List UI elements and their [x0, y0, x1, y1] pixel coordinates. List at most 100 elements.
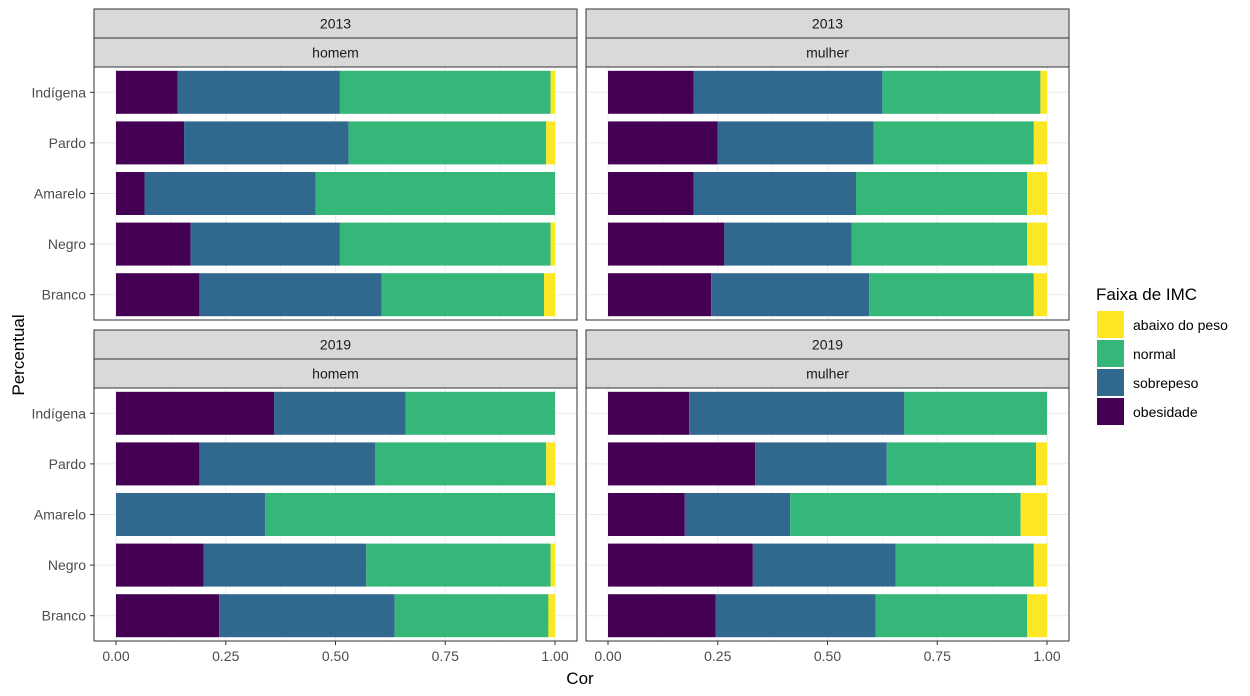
legend-key-obesidade — [1097, 398, 1124, 425]
bar-obesidade-Pardo — [608, 121, 718, 165]
bar-sobrepeso-Pardo — [755, 442, 887, 486]
x-tick-label: 1.00 — [541, 648, 568, 664]
bar-obesidade-Pardo — [608, 442, 756, 486]
legend-label-abaixo-do-peso: abaixo do peso — [1133, 317, 1228, 333]
bar-normal-Amarelo — [315, 172, 555, 215]
panel-border — [585, 66, 1070, 321]
bar-obesidade-Indígena — [116, 70, 178, 114]
facet-panel-2013-homem: 2013 homem Indígena Pardo Amarelo Negro Branco — [32, 8, 578, 321]
bar-obesidade-Amarelo — [608, 493, 685, 536]
bar-abaixo-do-peso-Branco — [1027, 594, 1047, 638]
bar-normal-Branco — [869, 273, 1034, 317]
bar-sobrepeso-Negro — [203, 543, 367, 587]
bar-sobrepeso-Negro — [752, 543, 896, 587]
bar-normal-Pardo — [873, 121, 1034, 165]
y-tick-label: Indígena — [32, 84, 87, 100]
bar-abaixo-do-peso-Negro — [1027, 222, 1047, 266]
bar-sobrepeso-Amarelo — [116, 493, 266, 536]
facet-strip-year — [585, 329, 1070, 360]
bar-normal-Negro — [366, 543, 551, 587]
bar-obesidade-Branco — [608, 594, 716, 638]
bar-sobrepeso-Pardo — [184, 121, 349, 165]
bar-obesidade-Indígena — [608, 70, 694, 114]
bar-abaixo-do-peso-Pardo — [546, 121, 555, 165]
x-tick-label: 0.75 — [432, 648, 459, 664]
x-tick-label: 0.50 — [814, 648, 841, 664]
bar-sobrepeso-Branco — [715, 594, 876, 638]
bar-abaixo-do-peso-Indígena — [550, 70, 555, 114]
y-tick-label: Branco — [42, 608, 87, 624]
bar-sobrepeso-Branco — [199, 273, 382, 317]
y-tick-label: Negro — [48, 236, 86, 252]
y-tick-label: Amarelo — [34, 186, 86, 202]
x-tick-label: 0.25 — [704, 648, 731, 664]
facet-strip-sex — [93, 358, 578, 389]
bar-obesidade-Branco — [116, 273, 200, 317]
bar-normal-Indígena — [904, 391, 1047, 435]
bar-sobrepeso-Pardo — [717, 121, 874, 165]
y-axis-title: Percentual — [9, 314, 28, 395]
facet-strip-sex — [93, 37, 578, 68]
bar-normal-Pardo — [375, 442, 547, 486]
bar-sobrepeso-Amarelo — [693, 172, 857, 215]
bar-normal-Branco — [381, 273, 545, 317]
facet-strip-sex-label: mulher — [806, 366, 849, 382]
bar-normal-Indígena — [882, 70, 1041, 114]
bar-sobrepeso-Negro — [190, 222, 340, 266]
bar-sobrepeso-Indígena — [274, 391, 406, 435]
bar-obesidade-Negro — [608, 222, 725, 266]
x-tick-label: 0.00 — [594, 648, 621, 664]
bar-normal-Pardo — [886, 442, 1037, 486]
bar-abaixo-do-peso-Branco — [1033, 273, 1047, 317]
bar-obesidade-Negro — [116, 543, 204, 587]
bar-abaixo-do-peso-Amarelo — [1027, 172, 1047, 215]
bar-obesidade-Branco — [116, 594, 220, 638]
legend-key-abaixo-do-peso — [1097, 311, 1124, 338]
bar-obesidade-Amarelo — [116, 172, 145, 215]
legend-key-sobrepeso — [1097, 369, 1124, 396]
bar-sobrepeso-Negro — [724, 222, 852, 266]
y-tick-label: Branco — [42, 287, 87, 303]
bar-obesidade-Amarelo — [608, 172, 694, 215]
bar-sobrepeso-Indígena — [693, 70, 883, 114]
facet-panel-2019-homem: 2019 homem Indígena Pardo Amarelo Negro Branco… — [32, 329, 578, 664]
y-tick-label: Pardo — [49, 456, 87, 472]
bar-sobrepeso-Indígena — [177, 70, 340, 114]
legend-key-normal — [1097, 340, 1124, 367]
bar-obesidade-Indígena — [116, 391, 275, 435]
bar-sobrepeso-Branco — [219, 594, 395, 638]
facet-strip-sex — [585, 37, 1070, 68]
facet-strip-sex — [585, 358, 1070, 389]
bar-normal-Amarelo — [856, 172, 1028, 215]
bar-abaixo-do-peso-Amarelo — [1020, 493, 1047, 536]
legend-label-normal: normal — [1133, 346, 1176, 362]
y-tick-label: Amarelo — [34, 507, 86, 523]
bar-normal-Negro — [339, 222, 551, 266]
bar-normal-Pardo — [348, 121, 547, 165]
x-tick-label: 0.00 — [102, 648, 129, 664]
bar-normal-Indígena — [339, 70, 551, 114]
bar-obesidade-Indígena — [608, 391, 690, 435]
bar-sobrepeso-Indígena — [689, 391, 905, 435]
bar-normal-Branco — [875, 594, 1028, 638]
legend: Faixa de IMC abaixo do peso normal sobrepes… — [1096, 285, 1228, 425]
y-tick-label: Pardo — [49, 135, 87, 151]
facet-panel-2019-mulher: 2019 mulher 0.00 0.25 0.50 0.75 1.00 — [585, 329, 1070, 664]
bar-normal-Indígena — [405, 391, 555, 435]
x-tick-label: 0.25 — [212, 648, 239, 664]
bar-normal-Amarelo — [790, 493, 1021, 536]
facet-strip-year — [585, 8, 1070, 39]
bar-abaixo-do-peso-Pardo — [1033, 121, 1047, 165]
x-tick-label: 0.50 — [322, 648, 349, 664]
legend-title: Faixa de IMC — [1096, 285, 1197, 304]
facet-strip-year-label: 2019 — [320, 337, 351, 353]
x-tick-label: 0.75 — [924, 648, 951, 664]
bar-sobrepeso-Amarelo — [684, 493, 791, 536]
x-tick-label: 1.00 — [1033, 648, 1060, 664]
bar-abaixo-do-peso-Branco — [544, 273, 555, 317]
facet-strip-sex-label: mulher — [806, 45, 849, 61]
bar-sobrepeso-Pardo — [199, 442, 376, 486]
legend-label-sobrepeso: sobrepeso — [1133, 375, 1199, 391]
bar-abaixo-do-peso-Negro — [550, 543, 555, 587]
